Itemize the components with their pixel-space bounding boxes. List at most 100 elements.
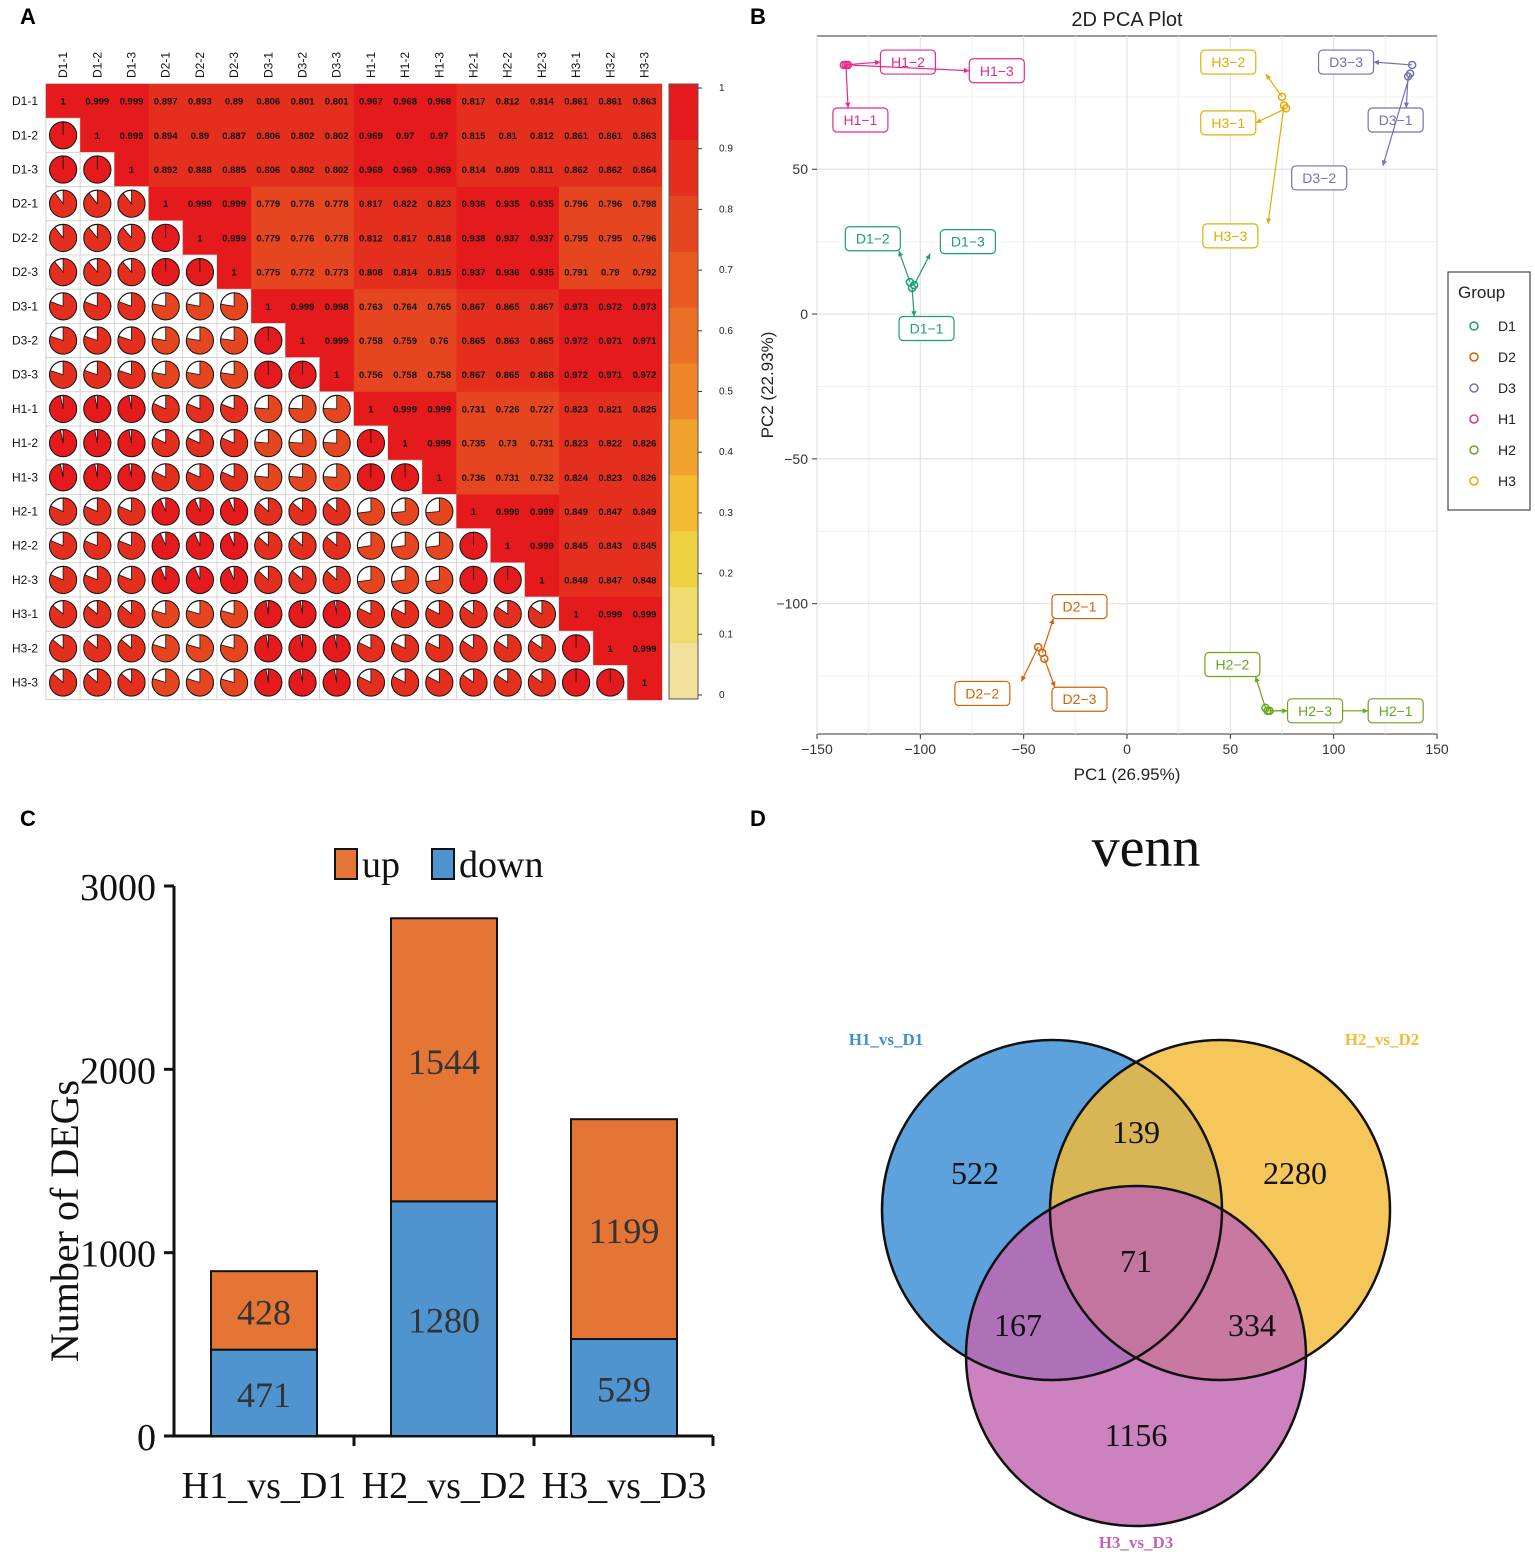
heatmap-cell-D2-1-H2-1 — [456, 186, 492, 222]
pca-label-H1−2: H1−2 — [891, 54, 925, 70]
pca-label-H2−2: H2−2 — [1215, 656, 1249, 672]
pca-legend-title: Group — [1458, 283, 1505, 302]
cell-value-H1-2-H2-1: 0.735 — [462, 439, 486, 450]
pie-slice-D3-3-D2-3 — [220, 360, 248, 389]
heatmap-cell-H2-2-H2-3 — [524, 528, 560, 564]
pie-slice-H2-2-D3-2 — [288, 531, 317, 560]
venn-set-label-H3_vs_D3: H3_vs_D3 — [1099, 1533, 1174, 1552]
heatmap-cell-D1-1-D3-3 — [319, 84, 355, 119]
pie-slice-H3-3-H1-2 — [391, 668, 419, 697]
heatmap-cell-D3-2-H2-2 — [490, 323, 526, 359]
pca-y-axis-label: PC2 (22.93%) — [758, 332, 777, 439]
pie-slice-D3-2-D2-3 — [220, 326, 248, 355]
pie-slice-H2-2-D2-2 — [186, 531, 214, 560]
heatmap-cell-D1-3-D2-2 — [182, 152, 218, 188]
heatmap-cell-D2-3-D3-3 — [319, 255, 355, 290]
colorbar-segment-7 — [669, 475, 698, 532]
pca-label-box-D3−1 — [1367, 107, 1424, 133]
pie-slice-D3-1-D1-1 — [49, 292, 77, 321]
cell-value-D1-1-H1-2: 0.968 — [393, 97, 417, 108]
pca-label-D1−3: D1−3 — [951, 234, 985, 250]
cell-value-D2-2-D3-1: 0.779 — [256, 233, 280, 244]
pie-slice-D2-2-D2-1 — [151, 223, 180, 252]
pca-legend-label-D2: D2 — [1498, 349, 1516, 365]
cell-value-D1-3-H3-2: 0.862 — [598, 165, 622, 176]
heatmap-cell-D1-2-D1-2 — [80, 118, 115, 153]
heatmap-cell-D1-1-D3-1 — [251, 84, 286, 119]
heatmap-cell-H1-3-H2-2 — [490, 460, 526, 495]
heatmap-cell-D3-2-H2-3 — [524, 323, 560, 359]
pie-slice-H3-3-D3-1 — [254, 668, 283, 697]
pca-point-D2−3 — [1040, 654, 1049, 663]
pca-legend-label-H2: H2 — [1498, 442, 1516, 458]
pie-slice-H3-2-D1-1 — [49, 634, 77, 663]
cell-value-D1-3-D1-3: 1 — [129, 165, 135, 176]
heatmap-cell-D1-1-H1-1 — [353, 84, 389, 119]
pie-slice-H1-3-D3-2 — [288, 463, 317, 492]
pie-slice-D3-1-D2-2 — [186, 292, 214, 321]
pca-connector-D2−2 — [1020, 646, 1039, 682]
heatmap-cell-D3-3-H2-2 — [490, 357, 526, 393]
cell-value-D1-3-D2-3: 0.885 — [222, 165, 246, 176]
cell-value-D2-2-H3-3: 0.796 — [633, 233, 657, 244]
heatmap-cell-D1-1-H1-2 — [388, 84, 423, 119]
cell-value-H1-3-H2-3: 0.732 — [530, 473, 554, 484]
heatmap-panel: D1-1 D1-2 D1-3 D2-1 D2-2 D2-3 D3-1 D3-2 D3-3 H1-1… — [12, 52, 733, 701]
heatmap-cell-D2-2-H1-1 — [353, 220, 389, 256]
pie-slice-H2-2-D2-3 — [220, 531, 248, 560]
pie-slice-H3-3-D3-2 — [288, 668, 317, 697]
pie-slice-D1-3-D1-2 — [83, 155, 112, 184]
pie-slice-H3-3-D3-3 — [322, 668, 351, 697]
heatmap-cell-H1-1-H2-3 — [524, 391, 560, 427]
heatmap-cell-D2-3-H2-1 — [456, 255, 492, 290]
cell-value-D2-1-H1-2: 0.822 — [393, 199, 417, 210]
heatmap-cell-H1-3-H3-3 — [627, 460, 663, 495]
row-label-D1-3: D1-3 — [12, 163, 38, 177]
pie-slice-H3-1-D1-3 — [117, 600, 146, 628]
cell-value-H1-3-H1-3: 1 — [437, 473, 443, 484]
pca-label-box-D3−2 — [1291, 165, 1348, 191]
cell-value-D2-2-H2-3: 0.937 — [530, 233, 554, 244]
heatmap-cell-D1-1-D1-3 — [114, 84, 150, 119]
pie-slice-D3-1-D1-2 — [83, 292, 112, 321]
heatmap-cell-D1-1-H1-3 — [422, 84, 457, 119]
cell-value-D1-1-H3-1: 0.861 — [564, 97, 588, 108]
cell-value-D1-2-H1-1: 0.969 — [359, 131, 383, 142]
cell-value-D1-1-D1-3: 0.999 — [120, 97, 144, 108]
heatmap-cell-D1-2-D1-3 — [114, 118, 150, 153]
venn-region-H1_vs_D1: 522 — [951, 1155, 999, 1191]
pca-x-axis-label: PC1 (26.95%) — [1074, 765, 1181, 784]
pie-slice-D2-3-D1-2 — [83, 258, 112, 286]
heatmap-cell-D1-2-H2-3 — [524, 118, 560, 153]
heatmap-cell-D1-2-D3-3 — [319, 118, 355, 153]
cell-value-D2-3-H1-3: 0.815 — [427, 268, 451, 279]
pie-slice-H2-1-D1-1 — [49, 497, 77, 526]
pie-slice-H1-2-D1-2 — [83, 429, 112, 457]
cell-value-D2-1-D2-3: 0.999 — [222, 199, 246, 210]
heatmap-cell-D1-1-H3-3 — [627, 84, 663, 119]
cell-value-D1-3-D3-3: 0.802 — [325, 165, 349, 176]
heatmap-cell-D2-2-H2-1 — [456, 220, 492, 256]
heatmap-cell-D3-3-H3-2 — [593, 357, 628, 393]
pie-slice-H2-1-H1-2 — [391, 497, 419, 526]
cell-value-D2-3-D2-3: 1 — [231, 268, 237, 279]
cell-value-D3-3-H1-2: 0.758 — [393, 370, 417, 381]
row-label-D3-2: D3-2 — [12, 334, 38, 348]
pca-label-D3−2: D3−2 — [1302, 170, 1336, 186]
cell-value-D1-2-H2-3: 0.812 — [530, 131, 554, 142]
pie-slice-D3-3-D1-3 — [117, 360, 146, 389]
pie-slice-H2-3-D3-1 — [254, 565, 283, 594]
cell-value-D1-1-H1-1: 0.967 — [359, 97, 383, 108]
cell-value-H1-1-H1-3: 0.999 — [427, 404, 451, 415]
heatmap-cell-D2-1-D2-1 — [148, 186, 184, 222]
heatmap-cell-D2-3-H3-3 — [627, 255, 663, 290]
pie-slice-H2-1-D3-3 — [322, 497, 351, 526]
pca-label-H1−1: H1−1 — [843, 112, 877, 128]
heatmap-cell-D1-3-H1-1 — [353, 152, 389, 188]
heatmap-cell-D1-1-H2-1 — [456, 84, 492, 119]
bar-category-label-H3_vs_D3: H3_vs_D3 — [542, 1465, 707, 1507]
cell-value-H3-1-H3-2: 0.999 — [598, 610, 622, 621]
cell-value-D1-3-H2-3: 0.811 — [530, 165, 554, 176]
pca-panel: −150 −100 −50 0 50 100 150 50 0 −50 −100 2D PCA Plo… — [758, 9, 1531, 784]
heatmap-cell-D1-2-D2-3 — [217, 118, 252, 153]
